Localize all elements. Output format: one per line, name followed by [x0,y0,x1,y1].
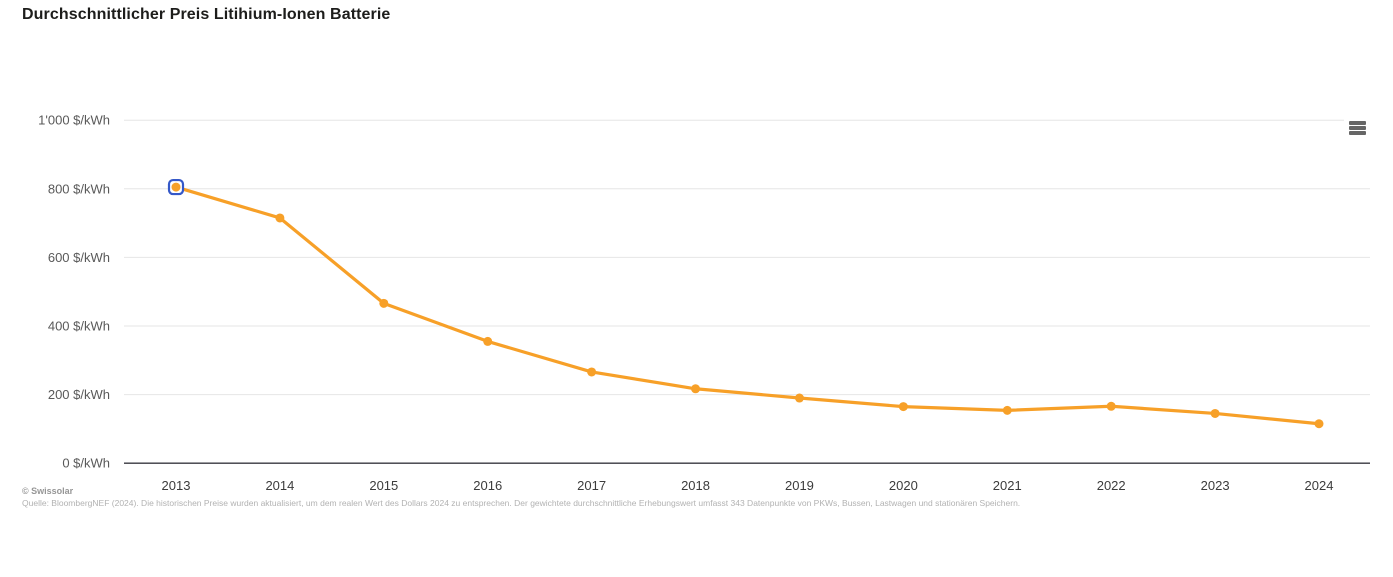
chart-context-menu-button[interactable] [1344,117,1370,139]
copyright-label: © Swissolar [22,486,74,496]
data-point-2018[interactable] [691,384,701,394]
source-caption: Quelle: BloombergNEF (2024). Die histori… [22,498,1021,508]
x-axis-tick-label: 2021 [993,478,1022,493]
x-axis-tick-label: 2018 [681,478,710,493]
data-point-2022[interactable] [1106,401,1116,411]
hamburger-bar [1348,126,1366,130]
x-axis-tick-label: 2014 [265,478,294,493]
data-point-2020[interactable] [898,402,908,412]
hamburger-icon [1348,121,1366,135]
y-axis-tick-label: 400 $/kWh [48,319,110,334]
data-point-2021[interactable] [1002,405,1012,415]
y-axis-tick-label: 200 $/kWh [48,387,110,402]
data-point-2013[interactable] [171,182,181,192]
x-axis-tick-label: 2023 [1201,478,1230,493]
price-series-line [174,185,1321,426]
data-point-2023[interactable] [1210,408,1220,418]
x-axis-tick-label: 2013 [162,478,191,493]
chart-title: Durchschnittlicher Preis Litihium-Ionen … [22,6,391,23]
chart-footer: © Swissolar Quelle: BloombergNEF (2024).… [22,486,1020,508]
data-point-2017[interactable] [587,367,597,377]
data-point-2016[interactable] [483,336,493,346]
x-axis-tick-label: 2022 [1097,478,1126,493]
x-axis-tick-label: 2020 [889,478,918,493]
x-axis-tick-label: 2015 [369,478,398,493]
data-point-2019[interactable] [794,393,804,403]
hamburger-bar [1348,121,1366,125]
y-axis-tick-label: 800 $/kWh [48,181,110,196]
x-axis-tick-label: 2019 [785,478,814,493]
data-point-2024[interactable] [1314,419,1324,429]
x-axis-tick-label: 2017 [577,478,606,493]
x-axis-tick-label: 2016 [473,478,502,493]
data-point-2014[interactable] [275,213,285,223]
x-axis-tick-label: 2024 [1305,478,1334,493]
y-axis-tick-label: 1'000 $/kWh [38,113,110,128]
hamburger-bar [1348,131,1366,135]
y-axis-tick-label: 0 $/kWh [62,456,110,471]
data-point-2015[interactable] [379,298,389,308]
y-axis-tick-label: 600 $/kWh [48,250,110,265]
